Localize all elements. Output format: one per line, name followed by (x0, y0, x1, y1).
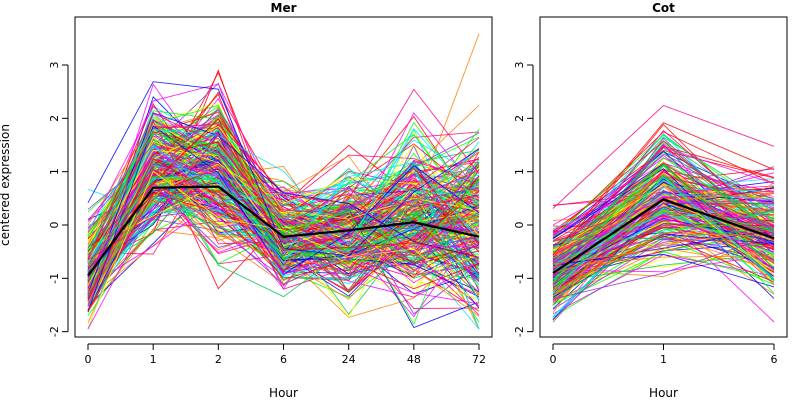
y-tick-label: 3 (48, 62, 61, 69)
profile-line (552, 228, 775, 241)
profile-line (87, 127, 480, 246)
panel-mer: -2 -1 0 1 2 3 0 1 2 6 24 48 72 Mer Hour (48, 1, 493, 400)
profile-line (87, 164, 480, 289)
profile-line (87, 152, 480, 279)
profile-line (552, 202, 775, 263)
x-tick-label: 6 (280, 353, 287, 366)
x-tick-label: 24 (342, 353, 356, 366)
profile-line (87, 170, 480, 328)
y-tick-label: -2 (513, 326, 526, 337)
profile-line (552, 185, 775, 270)
y-tick-label: 3 (513, 62, 526, 69)
profile-line (87, 132, 480, 326)
x-tick-label: 72 (472, 353, 486, 366)
profile-line (87, 156, 480, 302)
x-tick-label: 48 (407, 353, 421, 366)
profile-line (87, 108, 480, 273)
profile-line (87, 149, 480, 277)
mean-line (552, 198, 775, 274)
profile-line (87, 144, 480, 256)
profile-line (87, 154, 480, 282)
chart-title: Mer (271, 1, 297, 15)
mean-line (87, 185, 480, 277)
profile-line (87, 112, 480, 260)
profile-line (552, 134, 775, 239)
profile-lines (552, 104, 775, 323)
x-axis-label: Hour (649, 386, 678, 400)
x-tick-label: 1 (660, 353, 667, 366)
profile-line (87, 121, 480, 260)
y-tick-label: 1 (48, 168, 61, 175)
profile-line (87, 103, 480, 263)
y-tick-label: 0 (513, 222, 526, 229)
y-tick-label: 2 (48, 115, 61, 122)
x-tick-label: 6 (771, 353, 778, 366)
profile-line (87, 105, 480, 290)
profile-line (87, 143, 480, 307)
y-tick-label: -2 (48, 326, 61, 337)
x-axis-label: Hour (269, 386, 298, 400)
profile-line (552, 195, 775, 264)
plot-frame (539, 16, 788, 338)
y-axis-label: centered expression (0, 124, 12, 246)
profile-line (552, 176, 775, 294)
profile-line (552, 217, 775, 268)
profile-line (87, 133, 480, 261)
profile-line (87, 145, 480, 294)
profile-line (552, 209, 775, 263)
x-tick-label: 2 (215, 353, 222, 366)
profile-line (552, 122, 775, 256)
x-tick-label: 1 (150, 353, 157, 366)
profile-line (552, 168, 775, 281)
x-tick-label: 0 (550, 353, 557, 366)
profile-line (552, 142, 775, 280)
profile-line (87, 159, 480, 298)
profile-line (552, 251, 775, 306)
y-tick-label: -1 (513, 273, 526, 284)
profile-line (87, 158, 480, 300)
x-tick-label: 0 (85, 353, 92, 366)
profile-line (87, 177, 480, 288)
y-tick-label: 2 (513, 115, 526, 122)
profile-line (552, 234, 775, 300)
profile-line (552, 253, 775, 273)
profile-lines (87, 33, 480, 330)
profile-line (87, 168, 480, 311)
profile-line (552, 164, 775, 273)
profile-line (87, 112, 480, 295)
profile-line (552, 162, 775, 313)
y-tick-label: 1 (513, 168, 526, 175)
profile-line (552, 104, 775, 209)
profile-line (87, 195, 480, 298)
profile-line (87, 161, 480, 277)
profile-line (87, 141, 480, 277)
plot-frame (74, 16, 493, 338)
y-tick-label: 0 (48, 222, 61, 229)
profile-line (87, 149, 480, 258)
chart-title: Cot (652, 1, 675, 15)
profile-line (552, 205, 775, 285)
profile-line (552, 174, 775, 294)
profile-line (552, 232, 775, 292)
profile-line (552, 146, 775, 258)
profile-line (552, 157, 775, 283)
profile-line (87, 182, 480, 279)
y-tick-label: -1 (48, 273, 61, 284)
panel-cot: -2 -1 0 1 2 3 0 1 6 Cot Hour (513, 1, 788, 400)
